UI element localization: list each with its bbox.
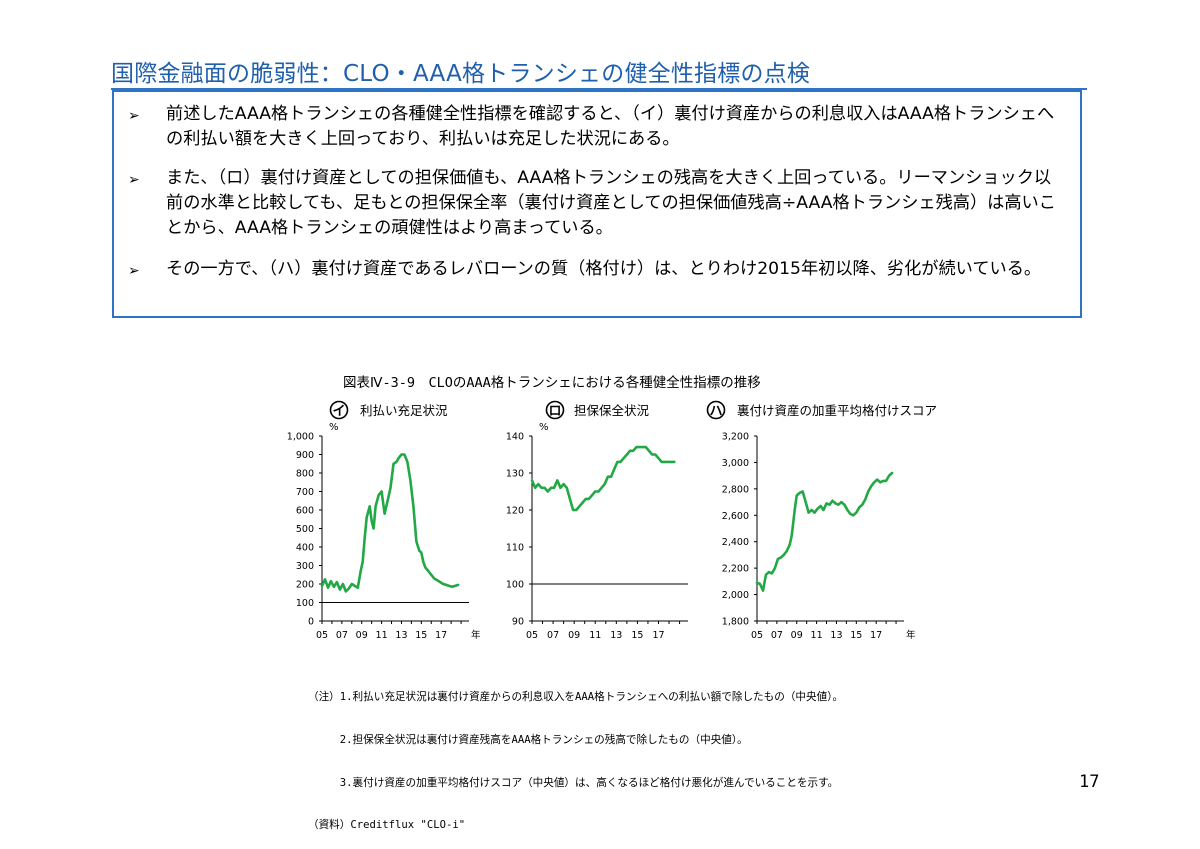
page-number: 17 — [1079, 772, 1100, 792]
bullet-arrow-icon: ➢ — [128, 263, 140, 279]
y-tick-label: 90 — [512, 617, 524, 628]
y-tick-label: 130 — [506, 469, 524, 480]
x-tick-label: 09 — [356, 630, 368, 641]
figure-title: 図表Ⅳ-3-9 CLOのAAA格トランシェにおける各種健全性指標の推移 — [343, 375, 761, 391]
panel-badge-label: ロ — [548, 404, 561, 419]
bullet-arrow-icon: ➢ — [128, 172, 140, 188]
panel-title: 利払い充足状況 — [360, 403, 448, 418]
x-tick-label: 17 — [870, 630, 882, 641]
x-tick-label: 11 — [589, 630, 601, 641]
x-tick-label: 13 — [395, 630, 407, 641]
x-tick-label: 17 — [652, 630, 664, 641]
x-tick-label: 13 — [610, 630, 622, 641]
y-tick-label: 120 — [506, 506, 524, 517]
x-unit-label: 年 — [906, 629, 916, 641]
summary-box: ➢ 前述したAAA格トランシェの各種健全性指標を確認すると、（イ）裏付け資産から… — [112, 90, 1082, 318]
panel-badge-label: イ — [332, 404, 345, 419]
x-tick-label: 07 — [771, 630, 783, 641]
y-tick-label: 400 — [296, 543, 314, 554]
panel-badge-circle — [545, 400, 565, 420]
y-tick-label: 3,200 — [722, 432, 749, 443]
y-unit-label: % — [329, 422, 339, 433]
y-tick-label: 800 — [296, 469, 314, 480]
x-tick-label: 09 — [568, 630, 580, 641]
y-tick-label: 300 — [296, 561, 314, 572]
y-tick-label: 900 — [296, 450, 314, 461]
y-tick-label: 0 — [308, 617, 314, 628]
bullet-item-3: ➢ その一方で、（ハ）裏付け資産であるレバローンの質（格付け）は、とりわけ201… — [128, 257, 1066, 284]
bullet-text: 前述したAAA格トランシェの各種健全性指標を確認すると、（イ）裏付け資産からの利… — [166, 104, 1055, 149]
note-line: （注）1.利払い充足状況は裏付け資産からの利息収入をAAA格トランシェへの利払い… — [308, 691, 844, 704]
page-title: 国際金融面の脆弱性：CLO・AAA格トランシェの健全性指標の点検 — [111, 61, 811, 87]
x-tick-label: 15 — [631, 630, 643, 641]
y-tick-label: 1,800 — [722, 617, 749, 628]
title-rule — [111, 88, 1087, 90]
y-tick-label: 100 — [506, 580, 524, 591]
note-line: 3.裏付け資産の加重平均格付けスコア（中央値）は、高くなるほど格付け悪化が進んで… — [308, 776, 839, 789]
x-tick-label: 11 — [811, 630, 823, 641]
note-line: （資料）Creditflux "CLO-i" — [308, 819, 466, 832]
bullet-text: その一方で、（ハ）裏付け資産であるレバローンの質（格付け）は、とりわけ2015年… — [166, 259, 1042, 279]
x-tick-label: 11 — [376, 630, 388, 641]
x-tick-label: 13 — [830, 630, 842, 641]
y-tick-label: 700 — [296, 487, 314, 498]
series-line — [530, 445, 676, 512]
y-tick-label: 1,000 — [287, 432, 314, 443]
bullet-item-1: ➢ 前述したAAA格トランシェの各種健全性指標を確認すると、（イ）裏付け資産から… — [128, 102, 1066, 152]
y-tick-label: 100 — [296, 598, 314, 609]
x-tick-label: 05 — [316, 630, 328, 641]
figure-notes: （注）1.利払い充足状況は裏付け資産からの利息収入をAAA格トランシェへの利払い… — [308, 662, 843, 847]
y-tick-label: 2,400 — [722, 537, 749, 548]
bullet-item-2: ➢ また、（ロ）裏付け資産としての担保価値も、AAA格トランシェの残高を大きく上… — [128, 166, 1066, 241]
y-tick-label: 600 — [296, 506, 314, 517]
x-tick-label: 07 — [336, 630, 348, 641]
y-tick-label: 2,800 — [722, 484, 749, 495]
y-tick-label: 2,600 — [722, 511, 749, 522]
x-tick-label: 17 — [435, 630, 447, 641]
panel-title: 裏付け資産の加重平均格付けスコア — [737, 403, 937, 418]
x-tick-label: 15 — [415, 630, 427, 641]
y-unit-label: % — [539, 422, 549, 433]
note-line: 2.担保保全状況は裏付け資産残高をAAA格トランシェの残高で除したもの（中央値）… — [308, 734, 748, 747]
x-tick-label: 09 — [791, 630, 803, 641]
y-tick-label: 2,000 — [722, 590, 749, 601]
panel-badge-circle — [706, 400, 726, 420]
bullet-text: また、（ロ）裏付け資産としての担保価値も、AAA格トランシェの残高を大きく上回っ… — [166, 168, 1056, 238]
y-tick-label: 500 — [296, 524, 314, 535]
panel-badge-label: ハ — [709, 404, 722, 419]
y-tick-label: 3,000 — [722, 458, 749, 469]
x-tick-label: 15 — [850, 630, 862, 641]
x-tick-label: 05 — [751, 630, 763, 641]
y-tick-label: 140 — [506, 432, 524, 443]
bullet-arrow-icon: ➢ — [128, 108, 140, 124]
y-tick-label: 2,200 — [722, 564, 749, 575]
x-tick-label: 05 — [526, 630, 538, 641]
x-unit-label: 年 — [471, 629, 481, 641]
panel-badge-circle — [329, 400, 349, 420]
series-line — [320, 453, 460, 593]
panel-title: 担保保全状況 — [574, 403, 650, 418]
y-tick-label: 200 — [296, 580, 314, 591]
y-tick-label: 110 — [506, 543, 524, 554]
x-tick-label: 07 — [547, 630, 559, 641]
series-line — [755, 471, 894, 592]
